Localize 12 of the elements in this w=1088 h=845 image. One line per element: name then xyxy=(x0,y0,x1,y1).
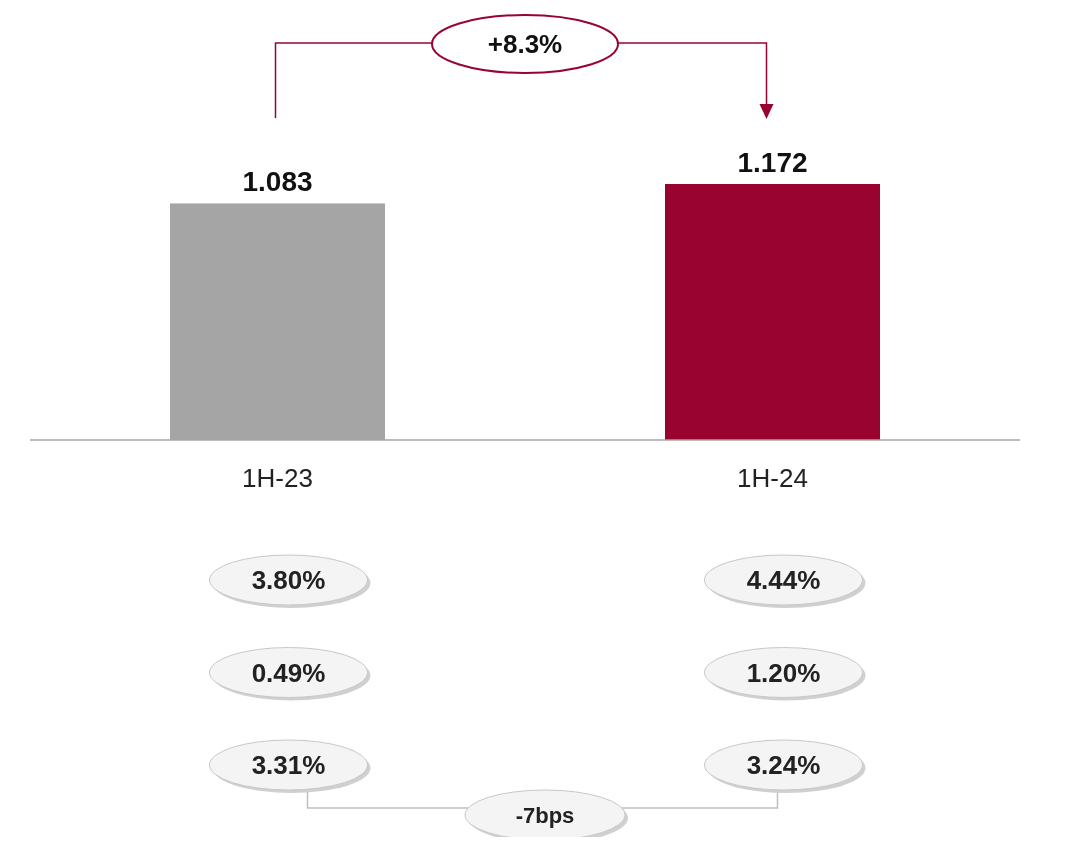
oval-badge: 3.24% xyxy=(704,739,866,793)
x-tick-label: 1H-23 xyxy=(242,463,313,493)
oval-badge: 3.31% xyxy=(209,739,371,793)
oval-badge: +8.3% xyxy=(431,14,619,74)
data-label: 1.172 xyxy=(737,147,808,178)
oval-badge: -7bps xyxy=(464,789,628,837)
oval-badge: 3.80% xyxy=(209,554,371,608)
oval-badge: 4.44% xyxy=(704,554,866,608)
oval-badge: 0.49% xyxy=(209,647,371,701)
x-tick-label: 1H-24 xyxy=(737,463,808,493)
oval-badge: 1.20% xyxy=(704,647,866,701)
data-label: 1.083 xyxy=(242,166,313,198)
